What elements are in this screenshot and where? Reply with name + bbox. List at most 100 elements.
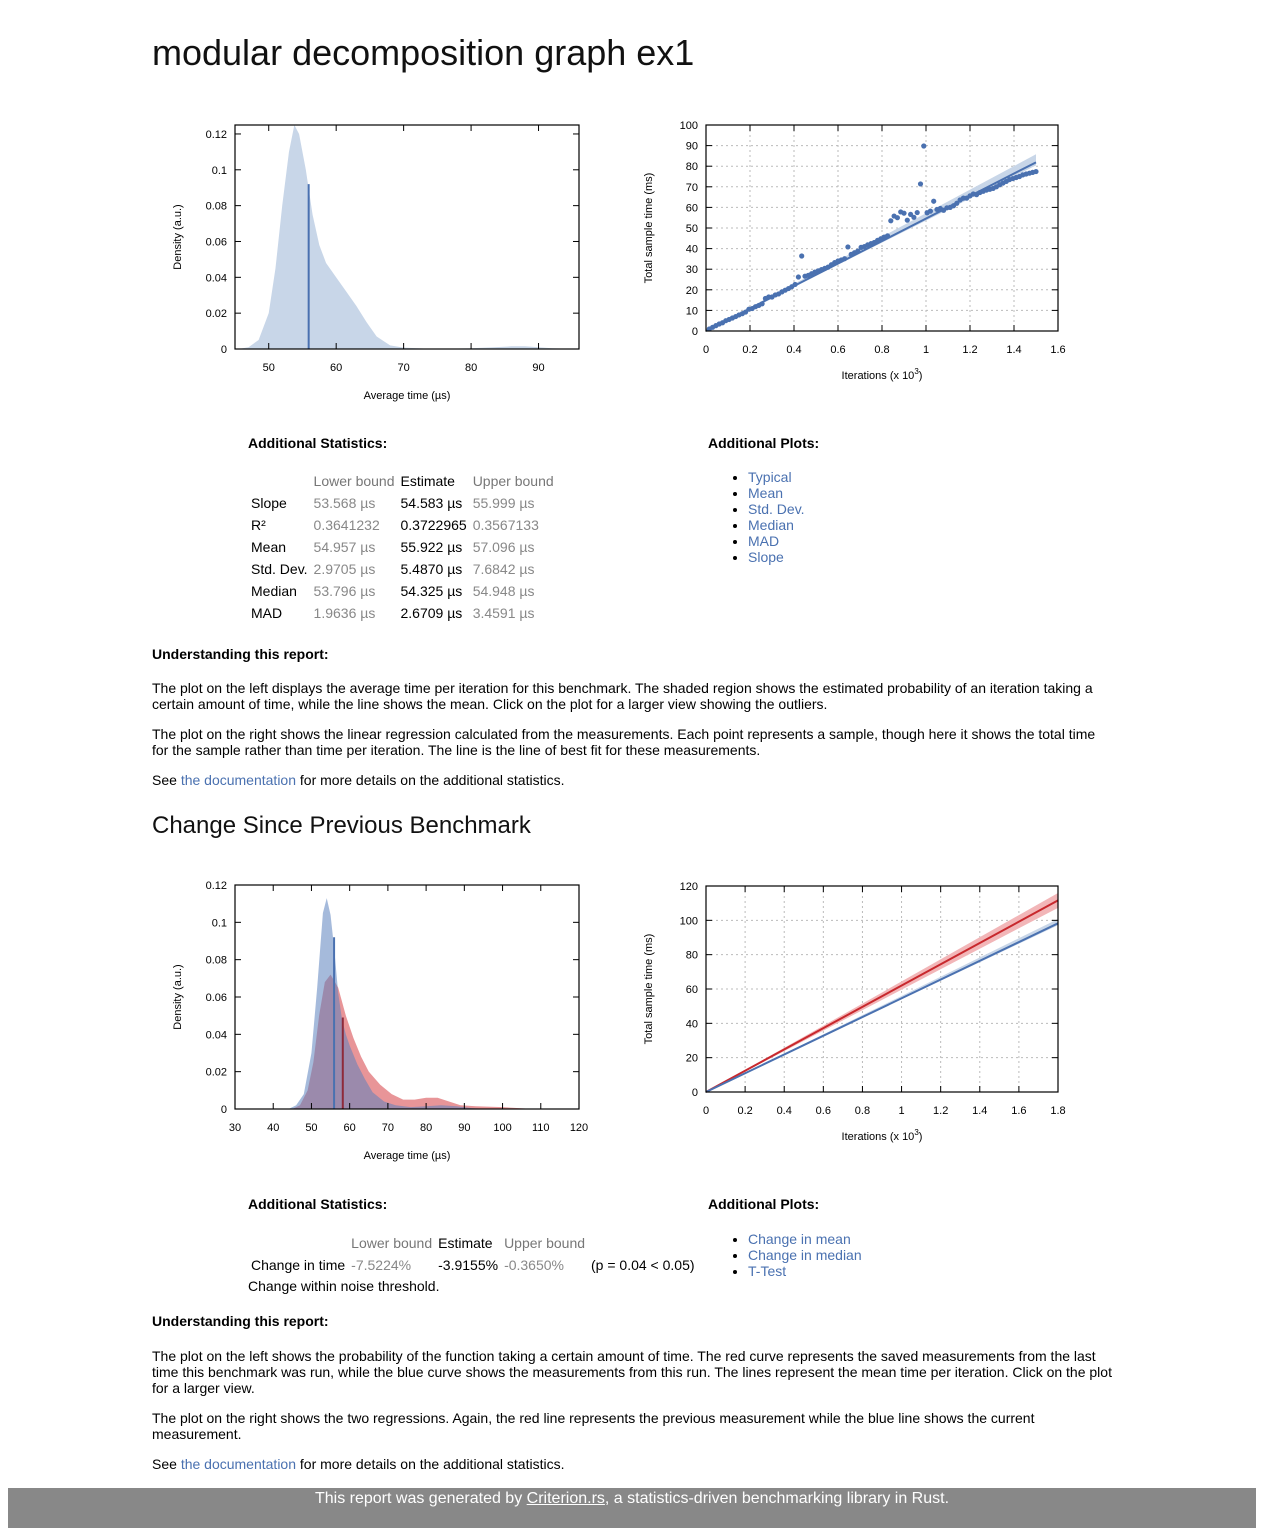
- row-lower: 53.796 µs: [313, 583, 376, 599]
- y-tick-label: 0: [221, 1104, 227, 1116]
- list-item: Change in mean: [748, 1231, 862, 1247]
- table-row: Slope 53.568 µs 54.583 µs 55.999 µs: [248, 492, 557, 514]
- x-axis-label: Iterations (x 103): [842, 367, 923, 382]
- sample-point: [911, 214, 917, 220]
- change-plots-title: Additional Plots:: [708, 1196, 820, 1212]
- regression-comparison-plot[interactable]: 0 0.2 0.4 0.6 0.8 1 1.2 1.4 1.6 1.8 0 20 40 60 80 100 12…: [636, 870, 1096, 1150]
- y-tick-label: 90: [686, 141, 698, 153]
- change-heading: Change Since Previous Benchmark: [152, 812, 531, 839]
- change-row-p-value: (p = 0.04 < 0.05): [591, 1257, 695, 1273]
- documentation-link[interactable]: the documentation: [180, 772, 297, 788]
- table-row: Median 53.796 µs 54.325 µs 54.948 µs: [248, 580, 557, 602]
- sample-point: [921, 143, 927, 149]
- additional-statistics-title: Additional Statistics:: [248, 435, 388, 451]
- pdf-small-plot[interactable]: 50 60 70 80 90 0 0.02 0.04 0.06 0.08 0.1 0.12 Averag…: [150, 110, 610, 410]
- pdf-comparison-chart: 30 40 50 60 70 80 90 100 110 120 0 0.02 0.04 0.06 0.08…: [172, 880, 588, 1162]
- y-tick-label: 100: [680, 915, 698, 927]
- header-estimate: Estimate: [438, 1235, 493, 1251]
- y-tick-label: 0.12: [206, 880, 227, 892]
- list-item: T-Test: [748, 1263, 862, 1279]
- link-change-in-median[interactable]: Change in median: [748, 1247, 862, 1263]
- y-tick-label: 0.04: [206, 1029, 227, 1041]
- list-item: Change in median: [748, 1247, 862, 1263]
- x-tick-label: 1.4: [1006, 344, 1021, 356]
- see-suffix: for more details on the additional stati…: [296, 1456, 565, 1472]
- y-tick-label: 0.02: [206, 308, 227, 320]
- link-change-in-mean[interactable]: Change in mean: [748, 1231, 851, 1247]
- x-tick-label: 1: [898, 1105, 904, 1117]
- x-tick-label: 0: [703, 344, 709, 356]
- x-tick-label: 30: [229, 1122, 241, 1134]
- list-item: Median: [748, 517, 805, 533]
- row-upper: 55.999 µs: [472, 495, 535, 511]
- y-tick-label: 0.08: [206, 955, 227, 967]
- y-tick-label: 0.1: [212, 165, 227, 177]
- row-upper: 7.6842 µs: [472, 561, 535, 577]
- header-lower-bound: Lower bound: [313, 473, 395, 489]
- row-upper: 57.096 µs: [472, 539, 535, 555]
- link-std-dev[interactable]: Std. Dev.: [748, 501, 805, 517]
- y-tick-label: 0: [221, 344, 227, 356]
- y-tick-label: 0.1: [212, 917, 227, 929]
- footer: This report was generated by Criterion.r…: [8, 1488, 1256, 1528]
- documentation-link[interactable]: the documentation: [180, 1456, 297, 1472]
- link-slope[interactable]: Slope: [748, 549, 784, 565]
- x-tick-label: 1.6: [1050, 344, 1065, 356]
- x-tick-label: 0.6: [830, 344, 845, 356]
- list-item: Std. Dev.: [748, 501, 805, 517]
- x-axis-label: Average time (µs): [364, 1150, 451, 1162]
- y-tick-label: 40: [686, 244, 698, 256]
- y-tick-label: 50: [686, 223, 698, 235]
- list-item: MAD: [748, 533, 805, 549]
- row-upper: 0.3567133: [472, 517, 539, 533]
- y-tick-label: 80: [686, 161, 698, 173]
- y-tick-label: 0.06: [206, 236, 227, 248]
- table-row: Mean 54.957 µs 55.922 µs 57.096 µs: [248, 536, 557, 558]
- y-tick-label: 120: [680, 881, 698, 893]
- regression-comparison-chart: 0 0.2 0.4 0.6 0.8 1 1.2 1.4 1.6 1.8 0 20 40 60 80 100 12…: [643, 881, 1066, 1143]
- x-tick-label: 1.8: [1050, 1105, 1065, 1117]
- x-tick-label: 50: [263, 362, 275, 374]
- link-typical[interactable]: Typical: [748, 469, 792, 485]
- row-estimate: 0.3722965: [400, 517, 467, 533]
- x-tick-label: 60: [344, 1122, 356, 1134]
- sample-point: [888, 218, 894, 224]
- y-tick-label: 0: [692, 1087, 698, 1099]
- link-t-test[interactable]: T-Test: [748, 1263, 787, 1279]
- criterion-link[interactable]: Criterion.rs: [526, 1490, 605, 1507]
- x-tick-label: 1.4: [972, 1105, 987, 1117]
- change-row-upper: -0.3650%: [504, 1257, 564, 1273]
- page-title: modular decomposition graph ex1: [152, 32, 695, 73]
- y-tick-label: 0.12: [206, 129, 227, 141]
- header-lower-bound: Lower bound: [351, 1235, 433, 1251]
- row-name: Mean: [251, 539, 287, 555]
- x-tick-label: 80: [465, 362, 477, 374]
- change-plots-list: Change in mean Change in median T-Test: [728, 1231, 862, 1279]
- x-tick-label: 0.4: [777, 1105, 792, 1117]
- x-tick-label: 0.4: [786, 344, 801, 356]
- x-tick-label: 0.2: [737, 1105, 752, 1117]
- x-tick-label: 1.2: [962, 344, 977, 356]
- link-mad[interactable]: MAD: [748, 533, 780, 549]
- x-tick-label: 60: [330, 362, 342, 374]
- x-tick-label: 0.6: [816, 1105, 831, 1117]
- sample-point: [1033, 168, 1039, 175]
- pdf-comparison-plot[interactable]: 30 40 50 60 70 80 90 100 110 120 0 0.02 0.04 0.06 0.08…: [150, 870, 610, 1170]
- y-tick-label: 40: [686, 1018, 698, 1030]
- link-mean[interactable]: Mean: [748, 485, 784, 501]
- new-density-area: [288, 898, 488, 1109]
- plot-frame: [234, 124, 580, 350]
- density-area: [238, 125, 579, 349]
- row-name: MAD: [251, 605, 283, 621]
- link-median[interactable]: Median: [748, 517, 794, 533]
- x-tick-label: 120: [570, 1122, 588, 1134]
- additional-plots-title: Additional Plots:: [708, 435, 820, 451]
- sample-point: [792, 281, 798, 288]
- footer-suffix: , a statistics-driven benchmarking libra…: [604, 1490, 950, 1507]
- change-verdict: Change within noise threshold.: [248, 1278, 440, 1294]
- row-lower: 0.3641232: [313, 517, 380, 533]
- x-tick-label: 0.8: [855, 1105, 870, 1117]
- regression-small-plot[interactable]: 0 0.2 0.4 0.6 0.8 1 1.2 1.4 1.6 0 10 20 30 40 50 60 70 80…: [636, 110, 1096, 390]
- sample-point: [901, 210, 907, 216]
- see-prefix: See: [152, 772, 181, 788]
